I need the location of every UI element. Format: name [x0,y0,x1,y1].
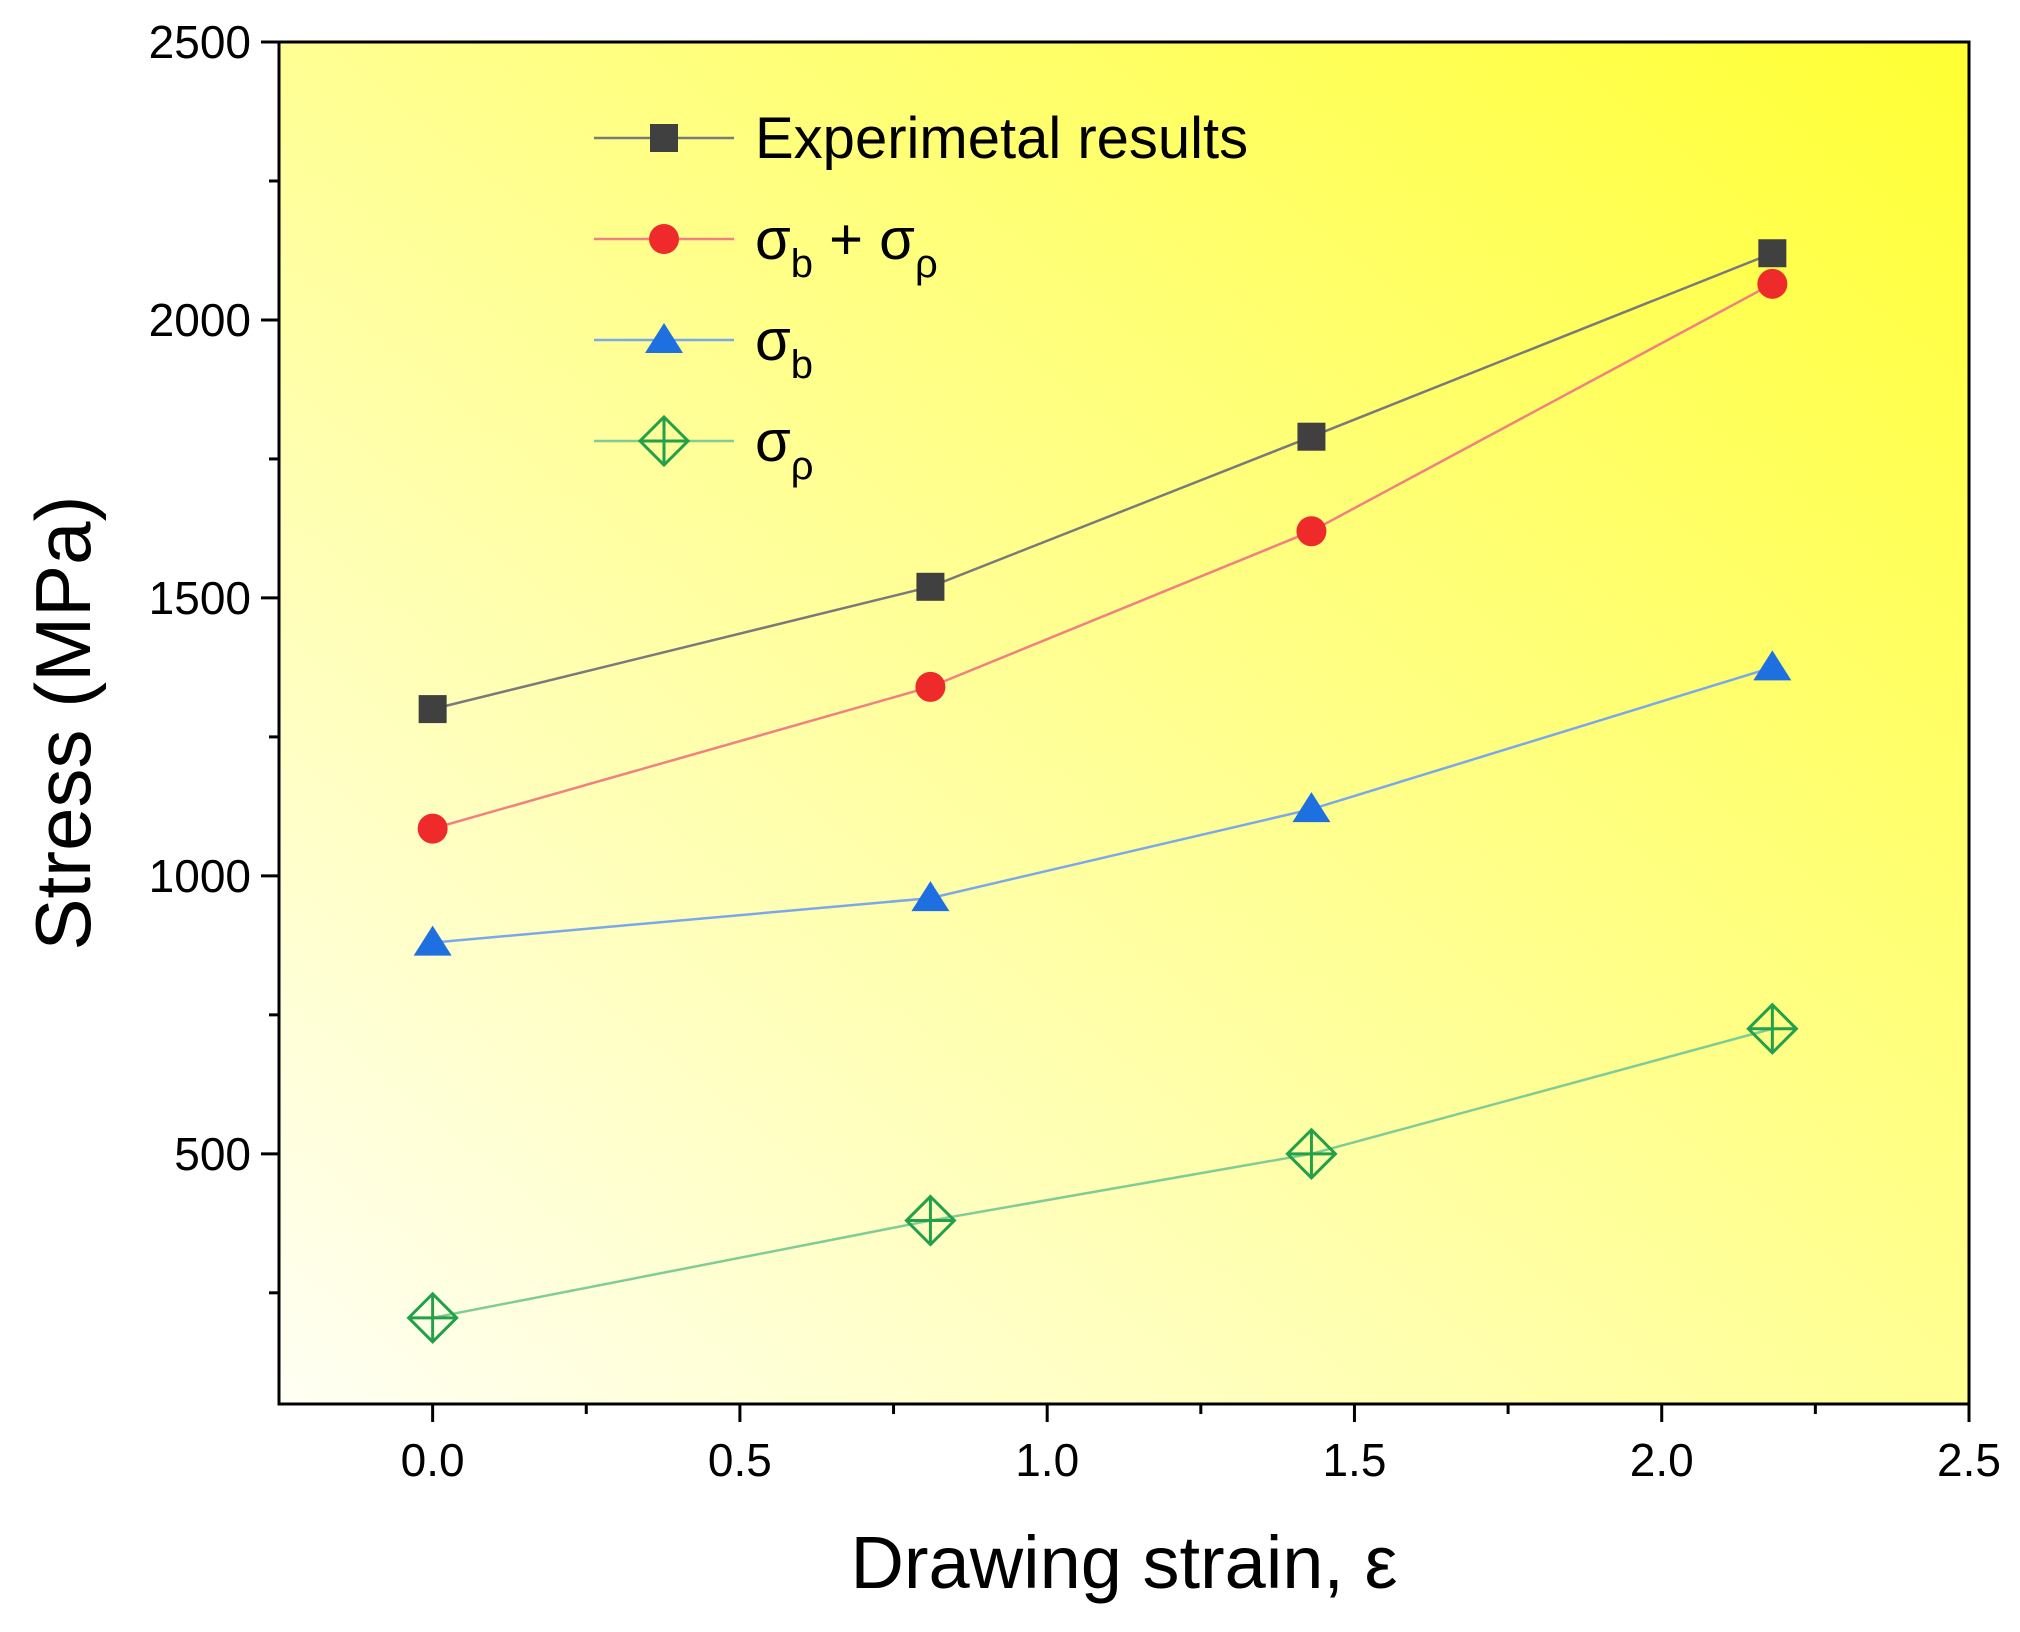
series-3-point-3 [1746,1002,1799,1055]
series-0-point-3 [1758,239,1787,268]
legend-label-3-part-1: ρ [791,444,814,488]
legend-label-0: Experimetal results [755,106,1248,171]
legend-marker-0 [650,124,678,152]
series-3-point-0 [406,1291,459,1344]
x-tick-label-0: 0.0 [401,1434,465,1486]
legend-item-0: Experimetal results [594,106,1248,171]
series-1 [417,268,1788,844]
series-2 [413,650,1792,956]
y-tick-label-4: 2500 [149,16,251,68]
legend-label-3: σρ [755,409,814,488]
series-1-point-0 [417,813,448,844]
x-tick-label-2: 1.0 [1015,1434,1079,1486]
y-tick-label-0: 500 [174,1128,251,1180]
series-line-2 [432,666,1773,944]
x-tick-label-1: 0.5 [708,1434,772,1486]
series-0-point-1 [916,572,945,601]
x-tick-label-3: 1.5 [1322,1434,1386,1486]
series-0-point-0 [418,695,447,724]
plot-frame [277,40,1971,1406]
legend-item-3: σρ [594,409,814,488]
series-1-point-3 [1757,268,1788,299]
legend-label-2-part-0: σ [755,308,791,373]
y-tick-label-2: 1500 [149,572,251,624]
y-tick-label-1: 1000 [149,850,251,902]
series-2-point-3 [1753,650,1792,681]
legend-item-2: σb [594,308,813,387]
legend-label-1-part-3: ρ [915,242,938,286]
series-0-point-2 [1297,422,1326,451]
legend-marker-3 [637,414,691,468]
series-line-0 [432,252,1773,711]
plot-area [279,42,1969,1404]
legend-marker-1 [649,224,679,254]
x-tick-label-5: 2.5 [1937,1434,2001,1486]
axes-layer: 0.0 0.5 1.0 1.5 2.0 2.5 500 1000 1500 2000 2500 [149,16,2001,1486]
series-0 [418,239,1787,724]
series-2-point-1 [911,881,950,912]
legend-item-1: σb + σρ [594,207,938,286]
y-axis-title: Stress (MPa) [19,495,107,950]
series-3-point-1 [904,1194,957,1247]
legend-label-1-part-0: σ [755,207,791,272]
legend-marker-2 [645,323,683,353]
legend-label-2: σb [755,308,813,387]
legend-label-2-part-1: b [791,343,813,387]
series-line-3 [432,1027,1773,1320]
series-1-point-1 [915,671,946,702]
legend-label-1-part-2: + σ [813,207,915,272]
x-tick-label-4: 2.0 [1630,1434,1694,1486]
legend-label-3-part-0: σ [755,409,791,474]
series-3-point-2 [1285,1127,1338,1180]
legend-label-1-part-1: b [791,242,813,286]
x-axis-title: Drawing strain, ε [850,1521,1397,1604]
series-3 [406,1002,1799,1344]
series-2-point-0 [413,925,452,956]
series-layer [406,239,1799,1344]
y-tick-label-3: 2000 [149,294,251,346]
legend-label-1: σb + σρ [755,207,938,286]
series-2-point-2 [1292,792,1331,823]
series-1-point-2 [1296,516,1327,547]
legend-label-0-part-0: Experimetal results [755,106,1248,171]
series-line-1 [432,282,1773,830]
